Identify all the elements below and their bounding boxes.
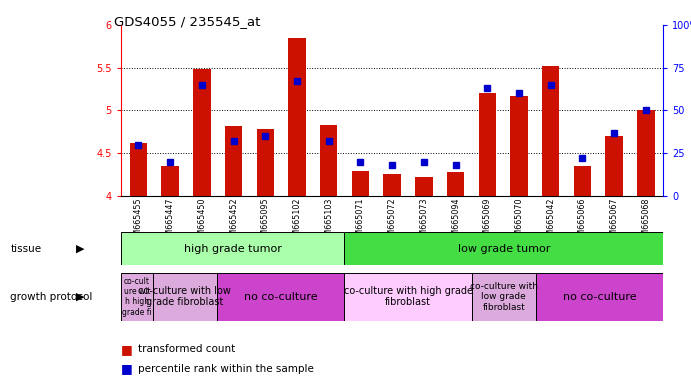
Bar <box>352 171 369 196</box>
Bar <box>288 38 305 196</box>
Bar <box>256 129 274 196</box>
Bar <box>447 172 464 196</box>
Bar <box>225 126 243 196</box>
Bar <box>479 93 496 196</box>
Text: no co-culture: no co-culture <box>562 291 636 302</box>
Text: co-culture with
low grade
fibroblast: co-culture with low grade fibroblast <box>470 282 538 311</box>
Text: ▶: ▶ <box>76 291 84 302</box>
Bar <box>344 273 472 321</box>
Bar <box>320 125 337 196</box>
Text: ■: ■ <box>121 362 133 375</box>
Bar <box>384 174 401 196</box>
Bar <box>542 66 560 196</box>
Text: percentile rank within the sample: percentile rank within the sample <box>138 364 314 374</box>
Bar <box>130 143 147 196</box>
Text: co-cult
ure wit
h high
grade fi: co-cult ure wit h high grade fi <box>122 276 152 317</box>
Bar <box>162 166 179 196</box>
Bar <box>193 70 211 196</box>
Text: tissue: tissue <box>10 243 41 254</box>
Bar <box>536 273 663 321</box>
Text: transformed count: transformed count <box>138 344 236 354</box>
Text: co-culture with high grade
fibroblast: co-culture with high grade fibroblast <box>343 286 473 308</box>
Bar <box>574 166 591 196</box>
Text: ▶: ▶ <box>76 243 84 254</box>
Text: no co-culture: no co-culture <box>244 291 317 302</box>
Text: GDS4055 / 235545_at: GDS4055 / 235545_at <box>114 15 261 28</box>
Text: low grade tumor: low grade tumor <box>457 243 550 254</box>
Bar <box>605 136 623 196</box>
Bar <box>472 273 536 321</box>
Bar <box>511 96 528 196</box>
Bar <box>121 232 344 265</box>
Bar <box>153 273 217 321</box>
Text: high grade tumor: high grade tumor <box>184 243 281 254</box>
Text: growth protocol: growth protocol <box>10 291 93 302</box>
Text: ■: ■ <box>121 343 133 356</box>
Bar <box>415 177 433 196</box>
Text: co-culture with low
grade fibroblast: co-culture with low grade fibroblast <box>138 286 231 308</box>
Bar <box>637 109 654 196</box>
Bar <box>217 273 344 321</box>
Bar <box>344 232 663 265</box>
Bar <box>121 273 153 321</box>
